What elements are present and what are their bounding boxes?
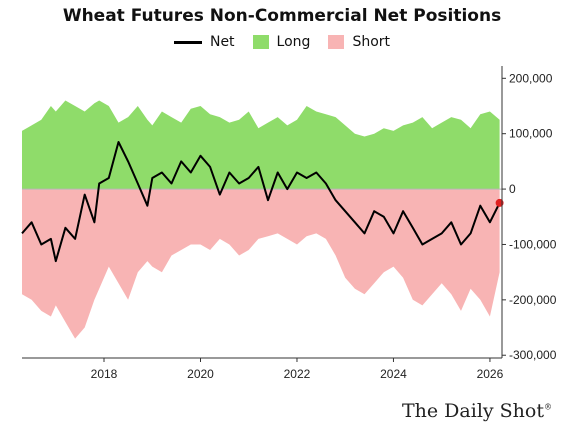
y-tick-label: 200,000 (509, 71, 553, 85)
x-tick-label: 2026 (477, 367, 504, 381)
legend-label-long: Long (276, 34, 311, 50)
y-tick-label: 0 (509, 182, 516, 196)
brand-logo: The Daily Shot® (402, 400, 552, 422)
y-tick-label: 100,000 (509, 127, 553, 141)
line-net (21, 141, 501, 263)
chart-title: Wheat Futures Non-Commercial Net Positio… (62, 6, 502, 26)
y-tick-label: -200,000 (509, 293, 557, 307)
y-tick-label: -300,000 (509, 348, 557, 362)
chart-legend: Net Long Short (0, 34, 564, 50)
x-tick-label: 2024 (380, 367, 407, 381)
legend-item-net: Net (173, 34, 235, 50)
legend-swatch-net (173, 40, 202, 44)
x-tick-label: 2018 (91, 367, 118, 381)
area-short (22, 189, 500, 339)
legend-swatch-short (328, 35, 345, 49)
x-tick-label: 2022 (284, 367, 311, 381)
brand-text: The Daily Shot (401, 400, 544, 422)
legend-swatch-long (252, 35, 269, 49)
legend-item-short: Short (328, 34, 390, 50)
legend-label-short: Short (352, 34, 391, 50)
brand-registered-mark: ® (544, 402, 552, 412)
area-long (22, 100, 500, 190)
legend-label-net: Net (209, 34, 235, 50)
legend-item-long: Long (252, 34, 311, 50)
x-tick-label: 2020 (187, 367, 214, 381)
y-tick-label: -100,000 (509, 237, 557, 251)
